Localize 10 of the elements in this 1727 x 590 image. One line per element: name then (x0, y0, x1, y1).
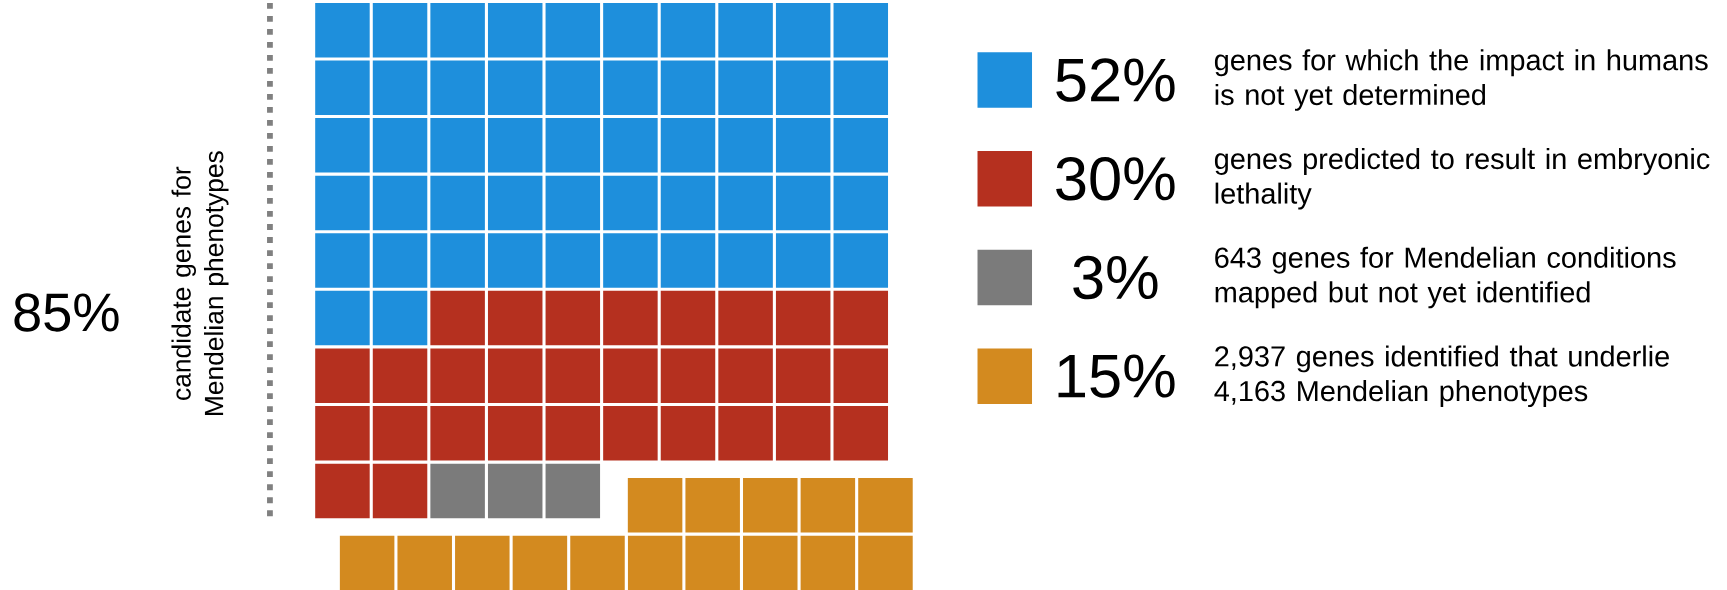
text: 85% (14, 293, 119, 332)
category-label: 2,937 genes identified that underlie 4,163 Mendelian phenotypes (1214, 345, 1669, 407)
category-label: genes predicted to result in embryonic lethality (1214, 147, 1710, 210)
category-label: genes for which the impact in humans is not yet determined (1214, 49, 1708, 111)
data-label: 52% (1056, 58, 1175, 102)
data-label: 3% (1073, 255, 1158, 300)
data-label: 15% (1058, 354, 1175, 398)
text: candidate genes for Mendelian phenotypes (171, 151, 229, 415)
category-label: 643 genes for Mendelian conditions mapped but not yet identified (1215, 246, 1676, 309)
data-label: 30% (1056, 156, 1175, 201)
